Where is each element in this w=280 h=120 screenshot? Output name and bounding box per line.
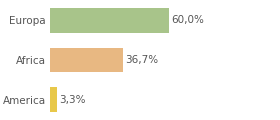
Bar — [50, 48, 123, 72]
Text: 3,3%: 3,3% — [60, 95, 86, 105]
Text: 60,0%: 60,0% — [172, 15, 204, 25]
Bar — [50, 87, 57, 112]
Bar — [50, 8, 169, 33]
Text: 36,7%: 36,7% — [125, 55, 159, 65]
